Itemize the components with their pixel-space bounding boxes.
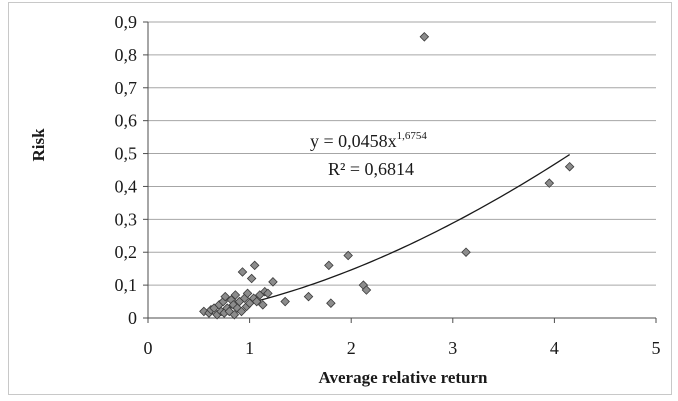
y-tick-label: 0,4: [115, 176, 138, 196]
data-point: [249, 260, 260, 271]
data-point: [246, 273, 257, 284]
gridlines: [148, 21, 656, 286]
data-points: [199, 32, 575, 320]
data-point: [224, 306, 235, 317]
x-tick-label: 0: [144, 338, 153, 358]
x-axis-title: Average relative return: [319, 368, 489, 387]
data-point: [361, 285, 372, 295]
data-point: [230, 290, 241, 300]
trendline-equation: y = 0,0458x1,6754: [310, 130, 427, 151]
axes: [143, 21, 657, 323]
y-tick-label: 0,3: [115, 209, 138, 229]
data-point: [564, 161, 575, 172]
equation-main: y = 0,0458x: [310, 131, 397, 151]
y-tick-label: 0,1: [115, 275, 138, 295]
data-point: [268, 277, 278, 287]
y-tick-label: 0: [128, 308, 137, 328]
data-point: [263, 288, 273, 299]
y-tick-label: 0,8: [115, 45, 138, 65]
data-point: [544, 178, 555, 188]
data-point: [280, 296, 290, 307]
data-point: [237, 267, 248, 277]
x-tick-label: 1: [245, 338, 254, 358]
data-point: [419, 32, 430, 42]
data-point: [220, 291, 230, 302]
y-tick-label: 0,2: [115, 242, 138, 262]
y-tick-label: 0,7: [115, 78, 138, 98]
data-point: [229, 309, 240, 320]
y-tick-label: 0,6: [115, 111, 138, 131]
data-point: [236, 306, 247, 317]
data-point: [343, 250, 353, 261]
data-point: [242, 288, 253, 299]
data-point: [303, 291, 314, 302]
y-axis-title: Risk: [29, 128, 48, 162]
trendline: [249, 154, 570, 304]
r-squared-label: R² = 0,6814: [328, 159, 414, 179]
x-tick-label: 5: [652, 338, 661, 358]
chart-frame: [8, 2, 672, 395]
x-tick-label: 3: [448, 338, 457, 358]
tick-labels: 0 0,1 0,2 0,3 0,4 0,5 0,6 0,7 0,8 0,9 0 1 2 3 4 5: [115, 12, 661, 358]
data-point: [461, 247, 471, 257]
data-point: [251, 296, 262, 307]
trendline-group: [249, 154, 570, 304]
y-tick-label: 0,9: [115, 12, 138, 32]
data-point: [258, 300, 268, 310]
x-tick-label: 2: [347, 338, 356, 358]
y-tick-label: 0,5: [115, 144, 138, 164]
data-point: [326, 298, 336, 308]
equation-exponent: 1,6754: [397, 130, 428, 142]
x-tick-label: 4: [550, 338, 559, 358]
data-point: [324, 260, 334, 271]
